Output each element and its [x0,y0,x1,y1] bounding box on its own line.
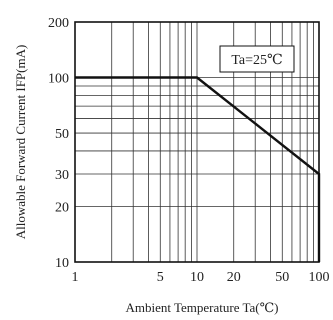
x-tick-labels: 1 5 10 20 50 100 [72,270,330,285]
y-tick-label: 50 [55,127,69,142]
y-tick-label: 100 [48,72,69,87]
y-tick-label: 10 [55,256,69,271]
annotation-box [219,45,295,73]
x-tick-label: 10 [190,270,204,285]
annotation: Ta=25℃ [219,45,295,73]
x-tick-label: 1 [72,270,79,285]
y-axis-label: Allowable Forward Current IFP(mA) [13,45,28,240]
x-tick-label: 5 [157,270,164,285]
x-axis-label: Ambient Temperature Ta(℃) [125,300,278,315]
x-tick-label: 20 [227,270,241,285]
y-tick-label: 200 [48,16,69,31]
x-tick-label: 50 [275,270,289,285]
y-tick-label: 20 [55,200,69,215]
plot-frame [74,21,320,263]
y-tick-label: 30 [55,168,69,183]
annotation-text: Ta=25℃ [231,53,282,68]
x-tick-label: 100 [309,270,330,285]
y-tick-labels: 10 20 30 50 100 200 [48,16,69,271]
